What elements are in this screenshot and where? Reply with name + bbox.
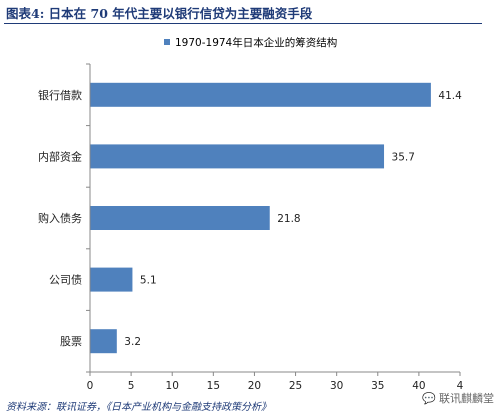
x-tick-label: 35 <box>371 380 384 392</box>
value-labels: 41.4 35.7 21.8 5.1 3.2 <box>124 90 462 348</box>
legend-label: 1970-1974年日本企业的筹资结构 <box>175 36 337 49</box>
category-label: 购入债务 <box>38 211 82 225</box>
source-note: 资料来源：联讯证券，《日本产业机构与金融支持政策分析》 <box>6 402 271 413</box>
x-tick-label: 4 <box>457 380 464 392</box>
x-tick-label: 30 <box>330 380 343 392</box>
category-label: 内部资金 <box>38 149 82 163</box>
watermark: 💬 联讯麒麟堂 <box>422 390 494 406</box>
chart-axes <box>86 63 460 373</box>
data-label: 21.8 <box>277 213 300 225</box>
bar <box>90 206 270 230</box>
category-label: 股票 <box>60 335 82 348</box>
x-tick-label: 40 <box>412 380 425 392</box>
bar <box>90 82 431 107</box>
x-tick-label: 5 <box>128 380 135 392</box>
category-label: 公司债 <box>49 273 82 287</box>
x-tick-label: 0 <box>87 380 94 392</box>
title-divider <box>4 23 482 24</box>
chart-area: 1970-1974年日本企业的筹资结构 银行借款 内部资金 购入债务 公司债 股票 41… <box>0 26 500 392</box>
x-tick-label: 10 <box>166 380 179 392</box>
data-label: 5.1 <box>140 275 157 287</box>
x-tick-label: 20 <box>248 380 261 392</box>
watermark-text: 联讯麒麟堂 <box>439 392 494 405</box>
x-tick-labels: 0 5 10 15 20 25 30 35 40 4 <box>87 372 464 392</box>
data-label: 41.4 <box>438 90 462 102</box>
legend-swatch <box>164 39 170 45</box>
bar <box>90 267 133 292</box>
bar <box>90 144 385 169</box>
data-label: 3.2 <box>124 336 141 348</box>
wechat-bubble-icon: 💬 <box>422 391 436 405</box>
bar <box>90 329 117 354</box>
x-tick-label: 15 <box>207 380 220 392</box>
x-tick-label: 25 <box>289 380 302 392</box>
chart-bars <box>90 82 431 354</box>
category-label: 银行借款 <box>38 88 82 102</box>
chart-legend: 1970-1974年日本企业的筹资结构 <box>164 36 337 49</box>
data-label: 35.7 <box>392 151 415 163</box>
figure-title: 图表4: 日本在 70 年代主要以银行信贷为主要融资手段 <box>6 6 313 21</box>
